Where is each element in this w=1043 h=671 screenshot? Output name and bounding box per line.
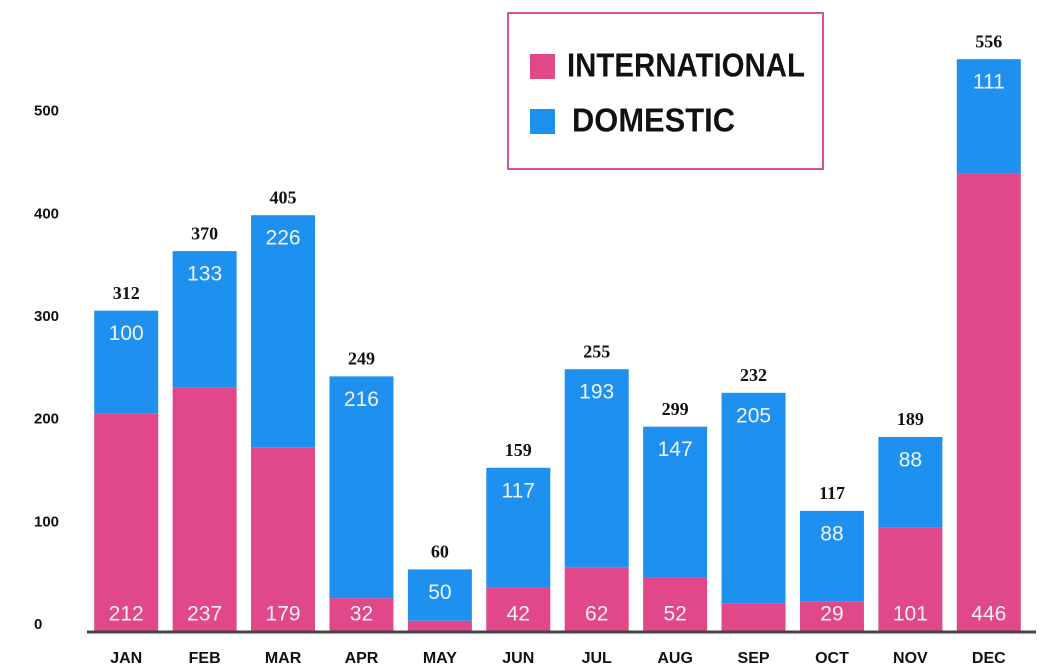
bar-segment	[643, 426, 708, 578]
legend-label: DOMESTIC	[572, 102, 735, 139]
y-tick-label: 500	[34, 103, 59, 120]
value-label: 111	[973, 71, 1005, 94]
x-tick-label: JUL	[582, 650, 612, 667]
bar-segment	[94, 310, 159, 414]
bar-segment	[956, 173, 1021, 631]
value-label: 205	[736, 404, 771, 427]
value-label: 42	[507, 603, 530, 626]
x-tick-label: FEB	[189, 650, 221, 667]
total-label: 60	[431, 542, 449, 562]
bar-segment	[172, 387, 237, 631]
value-label: 179	[266, 603, 301, 626]
value-label: 117	[502, 479, 535, 502]
x-tick-label: JUN	[502, 650, 534, 667]
total-label: 159	[505, 440, 532, 460]
bar-segment	[251, 447, 316, 631]
total-label: 405	[270, 187, 297, 207]
bar-segment	[878, 436, 943, 528]
value-label: 88	[899, 449, 922, 472]
y-tick-label: 0	[34, 616, 42, 633]
x-tick-label: DEC	[972, 650, 1006, 667]
legend-box	[507, 12, 824, 170]
value-label: 193	[579, 381, 614, 404]
value-label: 212	[109, 603, 144, 626]
bar-segment	[329, 598, 394, 631]
value-label: 226	[266, 227, 301, 250]
value-label: 100	[109, 322, 144, 345]
total-label: 255	[583, 341, 610, 361]
value-label: 29	[820, 603, 843, 626]
value-label: 50	[428, 581, 451, 604]
value-label: 446	[971, 603, 1006, 626]
y-tick-label: 100	[34, 513, 59, 530]
value-label: 147	[658, 438, 693, 461]
bar-segment	[94, 413, 159, 631]
bar-segment	[956, 59, 1021, 174]
total-label: 189	[897, 409, 924, 429]
bar-segment	[251, 215, 316, 448]
x-tick-label: JAN	[110, 650, 142, 667]
legend-swatch	[530, 54, 555, 79]
value-label: 88	[820, 522, 843, 545]
total-label: 249	[348, 349, 375, 369]
bar-segment	[878, 527, 943, 631]
legend-label: INTERNATIONAL	[567, 47, 805, 84]
legend-swatch	[530, 109, 555, 134]
bar-segment	[564, 369, 629, 568]
bar-segment	[486, 467, 551, 588]
y-tick-label: 400	[34, 205, 59, 222]
value-label: 32	[350, 603, 373, 626]
bar-segment	[407, 620, 472, 631]
total-label: 312	[113, 283, 140, 303]
x-tick-label: APR	[345, 650, 379, 667]
bar-segment	[643, 577, 708, 631]
total-label: 117	[819, 483, 845, 503]
value-label: 216	[344, 388, 379, 411]
total-label: 370	[191, 223, 218, 243]
total-label: 299	[662, 399, 689, 419]
x-tick-label: NOV	[893, 650, 928, 667]
y-tick-label: 200	[34, 411, 59, 428]
x-tick-label: AUG	[657, 650, 693, 667]
total-label: 232	[740, 365, 767, 385]
total-label: 556	[975, 31, 1002, 51]
bar-segment	[486, 587, 551, 631]
value-label: 133	[187, 263, 222, 286]
value-label: 52	[663, 603, 686, 626]
bar-segment	[329, 376, 394, 599]
value-label: 62	[585, 603, 608, 626]
x-tick-label: SEP	[738, 650, 770, 667]
bar-segment	[721, 392, 786, 604]
bar-segment	[799, 601, 864, 631]
value-label: 237	[187, 603, 222, 626]
x-tick-label: OCT	[815, 650, 849, 667]
value-label: 101	[893, 603, 928, 626]
bar-segment	[721, 603, 786, 631]
bar-segment	[564, 567, 629, 631]
bar-segment	[172, 251, 237, 388]
bar-segment	[407, 569, 472, 621]
x-tick-label: MAY	[423, 650, 457, 667]
x-tick-label: MAR	[265, 650, 302, 667]
bar-segment	[799, 510, 864, 602]
y-tick-label: 300	[34, 308, 59, 325]
